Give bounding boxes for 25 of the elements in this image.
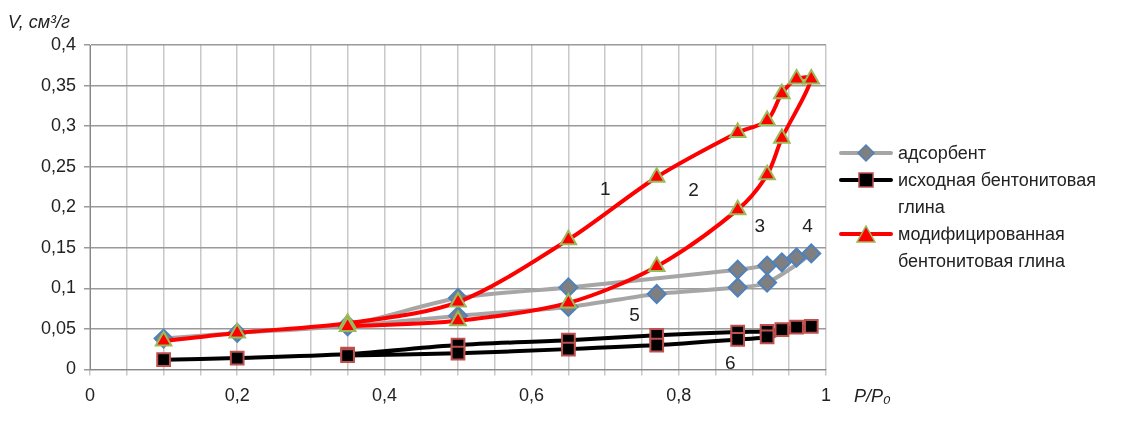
y-tick-label: 0: [65, 358, 76, 379]
annotation: 6: [725, 351, 736, 373]
y-tick-label: 0,1: [50, 277, 76, 298]
y-tick-label: 0,05: [40, 317, 76, 338]
x-tick-label: 0: [84, 385, 96, 406]
x-tick-label: 0,6: [519, 385, 545, 406]
annotation: 4: [802, 214, 814, 236]
x-axis-title: P/P₀: [854, 386, 892, 407]
y-tick-label: 0,25: [40, 155, 76, 176]
annotation: 1: [599, 177, 611, 199]
annotation: 5: [629, 304, 640, 326]
y-tick-label: 0,2: [50, 196, 76, 217]
annotation: 2: [688, 179, 699, 201]
y-tick-label: 0,35: [40, 74, 76, 95]
y-tick-label: 0,4: [50, 33, 76, 54]
y-tick-label: 0,3: [50, 115, 76, 136]
annotation: 3: [754, 214, 766, 236]
y-tick-label: 0,15: [40, 236, 76, 257]
y-axis-title: V, см³/г: [8, 12, 71, 32]
x-tick-label: 1: [820, 385, 832, 406]
legend-label: модифицированная бентонитовая глина: [898, 223, 1066, 273]
x-tick-label: 0,8: [666, 385, 692, 406]
x-tick-label: 0,4: [371, 385, 397, 406]
x-tick-label: 0,2: [224, 385, 250, 406]
legend-label: адсорбент: [898, 142, 987, 165]
